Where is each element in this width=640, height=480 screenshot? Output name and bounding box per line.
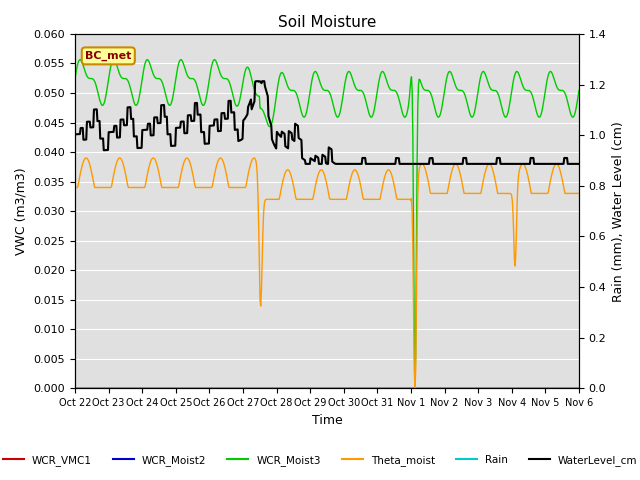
WaterLevel_cm xyxy=(80,137,88,143)
WaterLevel_cm xyxy=(389,161,397,167)
Theta_moist xyxy=(71,185,79,191)
WaterLevel_cm xyxy=(404,161,412,167)
WCR_Moist2 xyxy=(71,385,79,391)
Rain xyxy=(388,385,396,391)
WaterLevel_cm xyxy=(252,78,260,84)
Theta_moist xyxy=(133,185,141,191)
WCR_VMC1 xyxy=(71,385,79,391)
Theta_moist xyxy=(80,157,88,163)
WCR_Moist2 xyxy=(132,385,140,391)
WCR_Moist2 xyxy=(210,385,218,391)
WCR_VMC1 xyxy=(132,385,140,391)
WCR_Moist2 xyxy=(80,385,88,391)
X-axis label: Time: Time xyxy=(312,414,342,427)
Theta_moist xyxy=(403,196,411,202)
Legend: WCR_VMC1, WCR_Moist2, WCR_Moist3, Theta_moist, Rain, WaterLevel_cm: WCR_VMC1, WCR_Moist2, WCR_Moist3, Theta_… xyxy=(0,451,640,470)
Rain xyxy=(575,385,583,391)
WCR_VMC1 xyxy=(388,385,396,391)
Theta_moist xyxy=(388,175,396,181)
WCR_VMC1 xyxy=(210,385,218,391)
Rain xyxy=(71,385,79,391)
WCR_Moist3 xyxy=(388,87,396,93)
Theta_moist xyxy=(575,191,583,196)
WCR_VMC1 xyxy=(80,385,88,391)
WCR_VMC1 xyxy=(403,385,410,391)
WCR_Moist3 xyxy=(575,87,583,93)
WCR_Moist3 xyxy=(71,76,79,82)
Rain xyxy=(132,385,140,391)
Rain xyxy=(403,385,410,391)
WaterLevel_cm xyxy=(132,133,140,139)
Line: WaterLevel_cm: WaterLevel_cm xyxy=(75,81,579,164)
WaterLevel_cm xyxy=(71,132,79,137)
WCR_Moist3 xyxy=(403,109,411,115)
Theta_moist xyxy=(83,155,90,161)
WCR_Moist2 xyxy=(403,385,410,391)
WCR_Moist2 xyxy=(388,385,396,391)
Theta_moist xyxy=(411,385,419,391)
Rain xyxy=(80,385,88,391)
Line: WCR_Moist3: WCR_Moist3 xyxy=(75,60,579,383)
WaterLevel_cm xyxy=(575,161,583,167)
WCR_Moist3 xyxy=(177,57,185,62)
Text: BC_met: BC_met xyxy=(85,51,131,61)
WaterLevel_cm xyxy=(210,122,218,128)
WCR_Moist3 xyxy=(184,73,192,79)
WCR_Moist3 xyxy=(132,103,140,108)
Theta_moist xyxy=(211,172,218,178)
WCR_Moist3 xyxy=(80,65,88,71)
WaterLevel_cm xyxy=(183,130,191,136)
Line: Theta_moist: Theta_moist xyxy=(75,158,579,388)
Rain xyxy=(183,385,191,391)
WCR_VMC1 xyxy=(183,385,191,391)
WCR_Moist3 xyxy=(211,57,218,62)
WCR_VMC1 xyxy=(575,385,583,391)
Title: Soil Moisture: Soil Moisture xyxy=(278,15,376,30)
Y-axis label: Rain (mm), Water Level (cm): Rain (mm), Water Level (cm) xyxy=(612,121,625,301)
WCR_Moist2 xyxy=(183,385,191,391)
Rain xyxy=(210,385,218,391)
Theta_moist xyxy=(184,156,192,161)
WCR_Moist3 xyxy=(411,380,419,385)
WaterLevel_cm xyxy=(302,161,310,167)
Y-axis label: VWC (m3/m3): VWC (m3/m3) xyxy=(15,168,28,255)
WCR_Moist2 xyxy=(575,385,583,391)
